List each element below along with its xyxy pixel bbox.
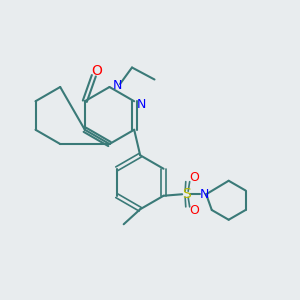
Text: O: O [189, 204, 199, 217]
Text: S: S [182, 187, 191, 201]
Text: N: N [137, 98, 146, 111]
Text: O: O [189, 171, 199, 184]
Text: N: N [112, 79, 122, 92]
Text: N: N [200, 188, 209, 201]
Text: O: O [91, 64, 102, 78]
